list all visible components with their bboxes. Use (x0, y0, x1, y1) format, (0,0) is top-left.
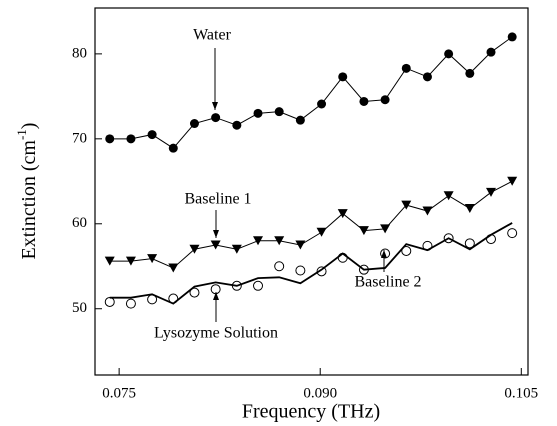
point (486, 47, 496, 57)
point (253, 236, 264, 246)
x-axis-label: Frequency (THz) (242, 401, 380, 423)
x-tick-label: 0.075 (102, 385, 136, 401)
point (295, 265, 306, 276)
point (401, 200, 412, 210)
point (210, 240, 221, 250)
point (465, 68, 475, 78)
point (464, 238, 475, 249)
annotation: Baseline 2 (354, 274, 421, 291)
point (486, 187, 497, 197)
series-line (109, 36, 513, 149)
arrow-head (381, 250, 387, 258)
point (316, 227, 327, 237)
point (147, 130, 157, 140)
point (126, 134, 136, 144)
point (168, 143, 178, 153)
point (401, 63, 411, 73)
y-axis-label: Extinction (cm-1) (14, 123, 40, 260)
annotation: Lysozyme Solution (154, 325, 278, 342)
point (274, 236, 285, 246)
arrow-head (212, 102, 218, 110)
point (231, 244, 242, 254)
point (168, 263, 179, 273)
point (464, 203, 475, 213)
point (444, 49, 454, 59)
point (422, 72, 432, 82)
point (380, 95, 390, 105)
point (380, 224, 391, 234)
point (401, 245, 412, 256)
annotation: Baseline 1 (184, 191, 251, 208)
point (253, 108, 263, 118)
annotation: Water (193, 27, 231, 44)
point (358, 226, 369, 236)
point (295, 240, 306, 250)
x-tick-label: 0.090 (303, 385, 337, 401)
point (125, 298, 136, 309)
point (274, 107, 284, 117)
point (189, 287, 200, 298)
point (253, 280, 264, 291)
y-tick-label: 70 (72, 130, 87, 146)
arrow-head (213, 230, 219, 238)
point (507, 32, 517, 42)
point (189, 119, 199, 129)
point (317, 99, 327, 109)
point (125, 256, 136, 266)
point (443, 191, 454, 201)
point (104, 256, 115, 266)
y-tick-label: 60 (72, 215, 87, 231)
point (338, 72, 348, 82)
point (105, 134, 115, 144)
point (147, 254, 158, 264)
series-line (109, 222, 513, 305)
point (274, 261, 285, 272)
y-tick-label: 80 (72, 45, 87, 61)
x-tick-label: 0.105 (504, 385, 538, 401)
point (316, 266, 327, 277)
plot-frame (94, 7, 529, 376)
point (359, 96, 369, 106)
point (189, 244, 200, 254)
arrow-head (213, 292, 219, 300)
y-tick-label: 50 (72, 300, 87, 316)
point (507, 228, 518, 239)
point (422, 206, 433, 216)
point (211, 113, 221, 123)
point (337, 209, 348, 219)
point (104, 296, 115, 307)
point (507, 176, 518, 186)
point (295, 115, 305, 125)
point (232, 120, 242, 130)
